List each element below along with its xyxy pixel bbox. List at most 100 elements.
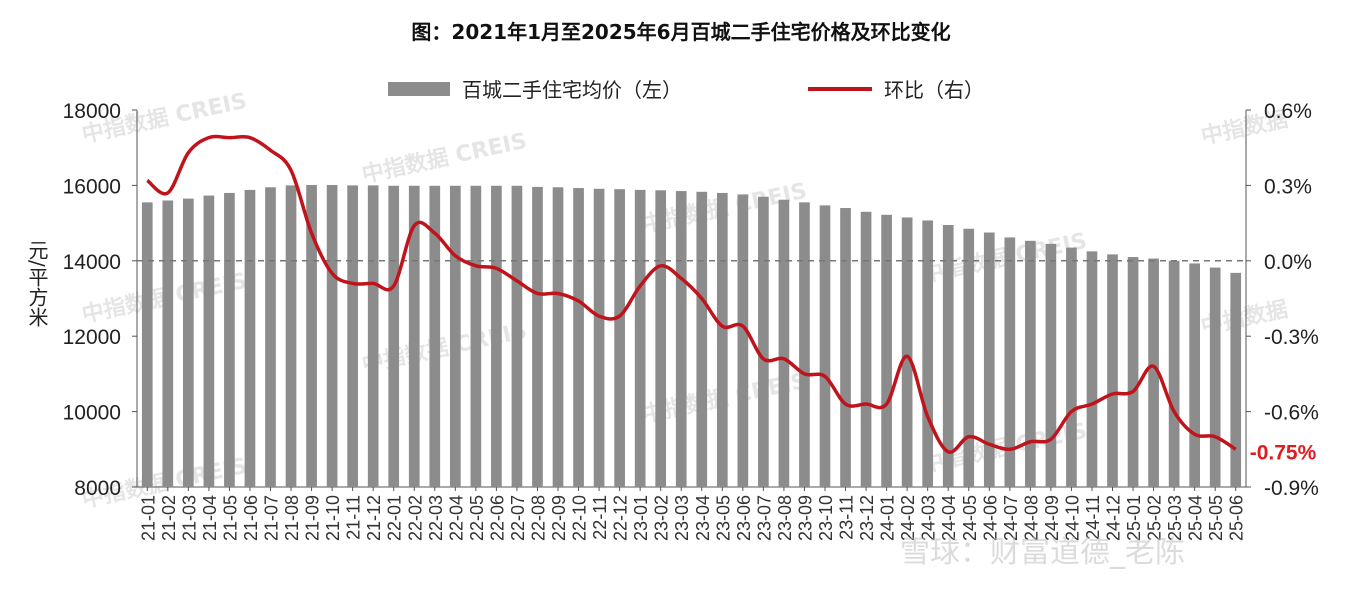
- x-tick-label: 23-04: [693, 495, 713, 541]
- chart-title: 图：2021年1月至2025年6月百城二手住宅价格及环比变化: [411, 20, 951, 44]
- x-tick-label: 24-12: [1104, 495, 1124, 541]
- x-tick-label: 25-01: [1124, 495, 1144, 541]
- bar: [306, 185, 317, 487]
- x-tick-label: 25-03: [1165, 495, 1185, 541]
- legend-bar-label: 百城二手住宅均价（左）: [462, 78, 682, 102]
- x-tick-label: 22-11: [590, 495, 610, 540]
- x-tick-label: 25-05: [1206, 495, 1226, 541]
- bar: [737, 194, 749, 487]
- x-tick-label: 24-06: [980, 495, 1000, 541]
- bar: [203, 195, 215, 488]
- bar: [141, 202, 153, 488]
- x-tick-label: 21-09: [303, 495, 323, 541]
- x-tick-label: 22-10: [570, 495, 590, 541]
- right-tick-label: -0.9%: [1264, 477, 1319, 500]
- x-tick-label: 22-12: [611, 495, 631, 541]
- left-tick-label: 10000: [63, 402, 121, 425]
- right-tick-label: -0.3%: [1264, 326, 1319, 349]
- bar: [429, 185, 441, 488]
- x-tick-label: 21-02: [159, 495, 179, 541]
- bar: [1127, 257, 1139, 487]
- bar: [634, 189, 646, 487]
- bar: [593, 188, 605, 487]
- x-tick-label: 23-05: [713, 495, 733, 541]
- bar: [491, 185, 502, 488]
- x-tick-label: 22-04: [446, 495, 466, 541]
- legend-bar-swatch: [388, 82, 450, 96]
- x-tick-label: 21-12: [364, 495, 384, 541]
- bar: [1004, 237, 1016, 487]
- bar: [860, 211, 872, 488]
- x-tick-label: 24-03: [919, 495, 939, 541]
- bar: [449, 185, 461, 488]
- x-tick-label: 24-01: [878, 495, 898, 541]
- bar: [881, 214, 892, 487]
- bar: [758, 196, 769, 487]
- end-value-label: -0.75%: [1250, 441, 1317, 464]
- bar: [716, 192, 728, 487]
- x-tick-label: 24-05: [960, 495, 980, 541]
- bar: [532, 186, 543, 487]
- bar: [552, 187, 564, 487]
- bar: [470, 185, 482, 488]
- x-tick-label: 22-07: [508, 495, 528, 541]
- x-tick-label: 21-01: [138, 495, 158, 541]
- x-tick-label: 22-09: [549, 495, 569, 541]
- bar: [799, 202, 810, 488]
- left-tick-label: 18000: [63, 100, 121, 123]
- bar: [778, 199, 790, 487]
- bar: [675, 191, 687, 487]
- right-tick-label: 0.3%: [1264, 175, 1312, 198]
- x-tick-label: 22-06: [487, 495, 507, 541]
- bar: [1107, 254, 1118, 487]
- legend-line-label: 环比（右）: [884, 78, 984, 102]
- x-tick-label: 21-06: [241, 495, 261, 541]
- x-tick-label: 23-11: [837, 495, 857, 540]
- bar: [1066, 247, 1077, 487]
- left-tick-label: 14000: [63, 251, 121, 274]
- bar: [573, 188, 584, 487]
- x-tick-label: 24-11: [1083, 495, 1103, 540]
- x-tick-label: 24-07: [1001, 495, 1021, 541]
- x-tick-label: 22-08: [528, 495, 548, 541]
- bar: [265, 187, 276, 487]
- bar: [183, 198, 194, 487]
- x-tick-label: 23-08: [775, 495, 795, 541]
- bar: [511, 185, 523, 488]
- bar: [347, 185, 358, 487]
- x-tick-label: 23-06: [734, 495, 754, 541]
- bar: [285, 185, 297, 487]
- bar: [696, 191, 708, 487]
- x-tick-label: 25-02: [1145, 495, 1165, 541]
- bar: [1230, 272, 1242, 487]
- left-tick-label: 16000: [63, 175, 121, 198]
- bar: [1209, 267, 1221, 487]
- bar: [162, 200, 174, 488]
- x-tick-label: 21-04: [200, 495, 220, 541]
- x-tick-label: 22-02: [405, 495, 425, 541]
- x-tick-label: 24-04: [939, 495, 959, 541]
- bar: [942, 224, 954, 488]
- left-tick-label: 8000: [74, 477, 121, 500]
- x-tick-label: 23-10: [816, 495, 836, 541]
- bar: [244, 189, 256, 487]
- bar: [1189, 263, 1200, 487]
- bar: [614, 189, 625, 488]
- x-tick-label: 23-12: [857, 495, 877, 541]
- x-tick-label: 22-05: [467, 495, 487, 541]
- bar: [1045, 243, 1057, 487]
- bar: [922, 220, 934, 487]
- bar: [840, 208, 851, 487]
- bar: [408, 185, 420, 488]
- x-tick-label: 24-08: [1021, 495, 1041, 541]
- right-tick-label: 0.0%: [1264, 251, 1312, 274]
- x-tick-label: 24-02: [898, 495, 918, 541]
- x-tick-label: 25-04: [1186, 495, 1206, 541]
- bar: [655, 190, 667, 487]
- bar: [1025, 240, 1036, 487]
- bar: [1086, 251, 1098, 487]
- mom-line: [146, 134, 1237, 454]
- x-tick-label: 21-05: [220, 495, 240, 541]
- right-tick-label: -0.6%: [1264, 402, 1319, 425]
